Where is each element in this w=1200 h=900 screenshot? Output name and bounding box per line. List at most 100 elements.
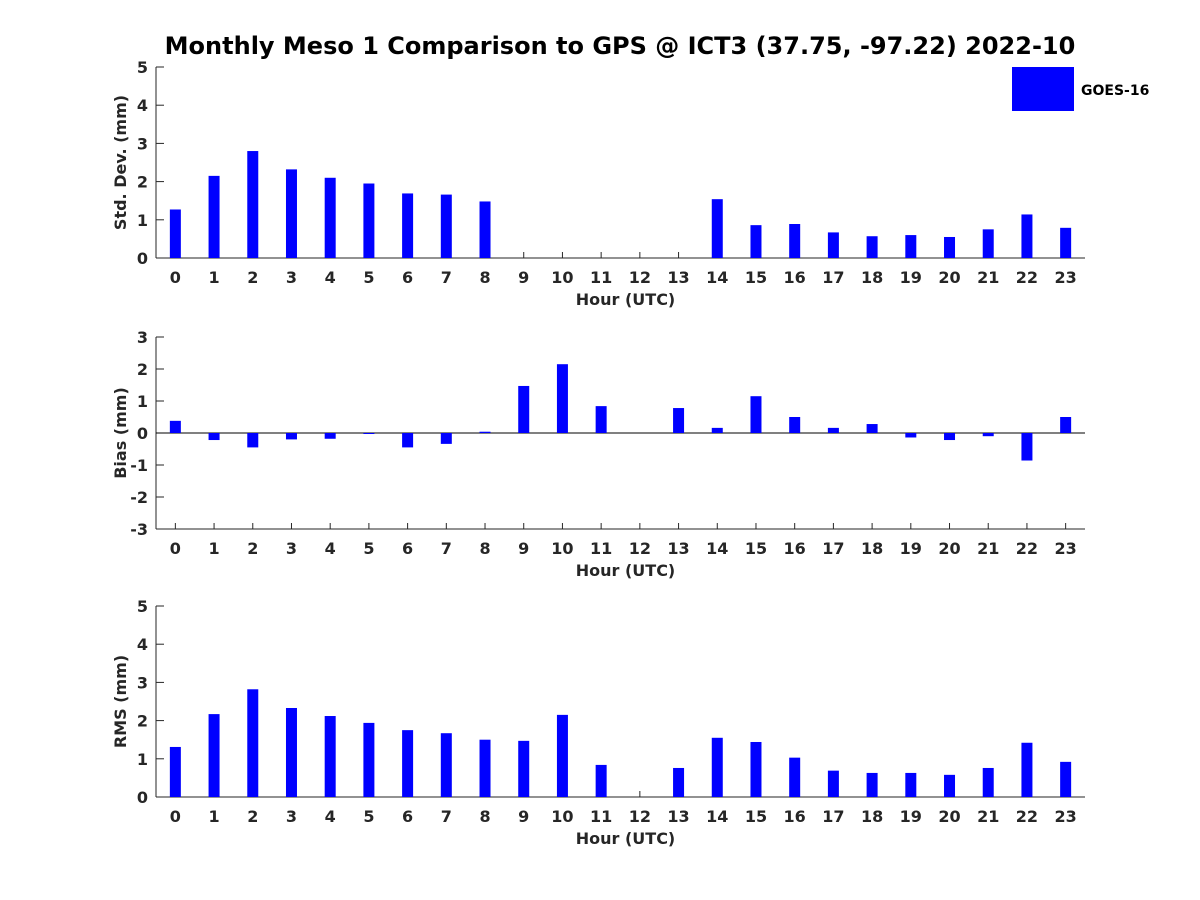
std-dev-x-tick-label: 20 (938, 268, 960, 287)
bias-x-tick-label: 20 (938, 539, 960, 558)
bias-y-tick-label: 2 (137, 360, 148, 379)
bias-x-tick-label: 11 (590, 539, 612, 558)
std-dev-x-tick-label: 13 (667, 268, 689, 287)
std-dev-x-tick-label: 2 (247, 268, 258, 287)
std-dev-bar-hour-4 (324, 177, 336, 258)
bias-bar-hour-23 (1060, 417, 1072, 433)
std-dev-x-tick-label: 18 (861, 268, 883, 287)
bias-x-tick-label: 8 (479, 539, 490, 558)
rms-x-tick-label: 10 (551, 807, 573, 826)
bias-x-tick-label: 2 (247, 539, 258, 558)
rms-bar-hour-8 (479, 739, 491, 797)
bias-bar-hour-13 (673, 408, 685, 433)
rms-x-tick-label: 11 (590, 807, 612, 826)
bias-x-tick-label: 15 (745, 539, 767, 558)
bias-bar-hour-19 (905, 433, 917, 438)
bias-bar-hour-15 (750, 396, 762, 433)
bias-y-axis-label: Bias (mm) (111, 387, 130, 479)
rms-bar-hour-19 (905, 772, 917, 797)
rms-bar-hour-10 (556, 714, 568, 797)
std-dev-x-tick-label: 10 (551, 268, 573, 287)
rms-bar-hour-0 (169, 746, 181, 797)
std-dev-x-tick-label: 23 (1055, 268, 1077, 287)
rms-x-tick-label: 7 (441, 807, 452, 826)
bias-bar-hour-0 (169, 420, 181, 433)
bias-x-tick-label: 18 (861, 539, 883, 558)
rms-y-tick-label: 0 (137, 788, 148, 807)
std-dev-y-tick-label: 5 (137, 58, 148, 77)
std-dev-y-axis-label: Std. Dev. (mm) (111, 95, 130, 230)
bias-x-tick-label: 0 (170, 539, 181, 558)
bias-x-tick-label: 3 (286, 539, 297, 558)
std-dev-bar-hour-20 (944, 236, 956, 258)
legend-swatch (1012, 67, 1074, 111)
rms-x-tick-label: 19 (900, 807, 922, 826)
bias-x-tick-label: 22 (1016, 539, 1038, 558)
bias-x-tick-label: 5 (363, 539, 374, 558)
legend: GOES-16 (1012, 67, 1149, 111)
std-dev-x-tick-label: 9 (518, 268, 529, 287)
std-dev-x-tick-label: 12 (629, 268, 651, 287)
std-dev-x-tick-label: 5 (363, 268, 374, 287)
rms-bar-hour-22 (1021, 742, 1033, 797)
bias-bar-hour-20 (944, 433, 956, 441)
rms-x-tick-label: 23 (1055, 807, 1077, 826)
bias-x-axis-label: Hour (UTC) (576, 561, 676, 580)
std-dev-x-tick-label: 7 (441, 268, 452, 287)
std-dev-x-tick-label: 15 (745, 268, 767, 287)
rms-bar-hour-21 (982, 767, 994, 797)
bias-bar-hour-4 (324, 433, 336, 439)
rms-x-tick-label: 17 (822, 807, 844, 826)
rms-x-tick-label: 8 (479, 807, 490, 826)
std-dev-bar-hour-1 (208, 175, 220, 258)
rms-x-tick-label: 3 (286, 807, 297, 826)
rms-x-tick-label: 22 (1016, 807, 1038, 826)
bias-y-tick-label: -2 (130, 488, 148, 507)
rms-y-tick-label: 1 (137, 750, 148, 769)
std-dev-bar-hour-5 (363, 183, 375, 258)
rms-x-tick-label: 13 (667, 807, 689, 826)
std-dev-x-tick-label: 3 (286, 268, 297, 287)
rms-x-tick-label: 20 (938, 807, 960, 826)
std-dev-y-tick-label: 0 (137, 249, 148, 268)
bias-y-tick-label: 0 (137, 424, 148, 443)
std-dev-bar-hour-15 (750, 225, 762, 258)
std-dev-bar-hour-7 (440, 194, 452, 258)
rms-x-tick-label: 2 (247, 807, 258, 826)
bias-bar-hour-1 (208, 433, 220, 441)
bias-x-tick-label: 23 (1055, 539, 1077, 558)
bias-bar-hour-17 (827, 427, 839, 433)
std-dev-bar-hour-16 (789, 224, 801, 258)
rms-x-tick-label: 16 (784, 807, 806, 826)
std-dev-bar-hour-2 (247, 151, 259, 258)
bias-bar-hour-18 (866, 424, 878, 433)
bias-bar-hour-8 (479, 431, 491, 433)
rms-y-tick-label: 4 (137, 635, 148, 654)
bias-bar-hour-11 (595, 406, 607, 433)
std-dev-bar-hour-22 (1021, 214, 1033, 258)
bias-bar-hour-16 (789, 417, 801, 433)
std-dev-bar-hour-21 (982, 229, 994, 258)
bias-y-tick-label: 1 (137, 392, 148, 411)
rms-bar-hour-13 (673, 767, 685, 797)
bias-bar-hour-14 (711, 427, 723, 433)
rms-x-tick-label: 6 (402, 807, 413, 826)
rms-bar-hour-17 (827, 770, 839, 797)
chart-title: Monthly Meso 1 Comparison to GPS @ ICT3 … (165, 32, 1076, 60)
std-dev-x-tick-label: 17 (822, 268, 844, 287)
bias-bar-hour-21 (982, 433, 994, 437)
std-dev-x-tick-label: 22 (1016, 268, 1038, 287)
std-dev-x-tick-label: 6 (402, 268, 413, 287)
std-dev-y-tick-label: 3 (137, 134, 148, 153)
rms-bar-hour-16 (789, 757, 801, 797)
std-dev-x-tick-label: 11 (590, 268, 612, 287)
std-dev-bar-hour-6 (402, 193, 414, 258)
bias-x-tick-label: 4 (325, 539, 336, 558)
std-dev-bar-hour-17 (827, 232, 839, 258)
std-dev-x-tick-label: 21 (977, 268, 999, 287)
rms-bar-hour-4 (324, 716, 336, 797)
rms-x-axis-label: Hour (UTC) (576, 829, 676, 848)
std-dev-bar-hour-23 (1060, 227, 1072, 258)
